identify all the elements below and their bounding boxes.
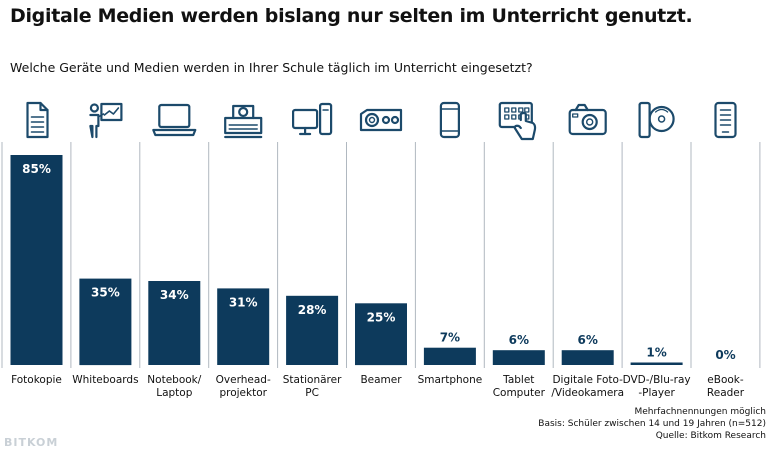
bar-value-label: 6% [578, 333, 598, 347]
category-label: Fotokopie [11, 374, 62, 386]
bar [217, 288, 270, 365]
chart-notes: Mehrfachnennungen möglich Basis: Schüler… [538, 406, 766, 442]
smartphone-icon [439, 101, 460, 139]
category-label: Overhead-projektor [216, 374, 271, 399]
desktop-pc-icon [292, 102, 333, 136]
bar-value-label: 85% [22, 162, 51, 176]
category-label: Notebook/Laptop [147, 374, 201, 399]
bar-value-label: 6% [509, 333, 529, 347]
bar [423, 347, 476, 365]
laptop-icon [152, 103, 197, 137]
bar [148, 281, 201, 365]
whiteboard-icon [89, 102, 123, 139]
overhead-projector-icon [224, 104, 263, 139]
beamer-icon [359, 108, 403, 132]
category-label: Digitale Foto-/Videokamera [551, 374, 624, 399]
ebook-reader-icon [714, 101, 737, 139]
bar [79, 278, 132, 366]
bar [492, 350, 545, 365]
category-label: Stationärer PC [283, 374, 342, 399]
note-basis: Basis: Schüler zwischen 14 und 19 Jahren… [538, 419, 766, 429]
category-label: DVD-/Blu-ray -Player [623, 374, 691, 399]
camera-icon [568, 103, 607, 136]
category-label: Tablet Computer [493, 374, 546, 399]
bar [630, 362, 683, 365]
bar-value-label: 1% [646, 346, 666, 360]
category-label: Beamer [360, 374, 402, 386]
bar [561, 350, 614, 365]
document-icon [26, 101, 49, 139]
bar-value-label: 7% [440, 331, 460, 345]
bar-value-label: 35% [91, 286, 120, 300]
note-source: Quelle: Bitkom Research [655, 431, 766, 441]
bar-value-label: 0% [715, 348, 735, 362]
chart-title: Digitale Medien werden bislang nur selte… [10, 5, 693, 27]
bar [355, 303, 407, 366]
bar-value-label: 28% [298, 303, 327, 317]
category-label: Smartphone [418, 374, 483, 386]
note-multiple-answers: Mehrfachnennungen möglich [634, 407, 766, 417]
tablet-icon [498, 101, 537, 141]
category-label: Whiteboards [72, 374, 138, 386]
category-label: eBook-Reader [707, 374, 745, 399]
bitkom-logo: BITKOM [4, 436, 59, 449]
bar [10, 155, 63, 365]
bar-value-label: 25% [367, 310, 396, 324]
dvd-player-icon [638, 101, 675, 139]
bar-value-label: 31% [229, 295, 258, 309]
bar [286, 295, 339, 365]
bar-value-label: 34% [160, 288, 189, 302]
chart-subtitle: Welche Geräte und Medien werden in Ihrer… [10, 60, 533, 75]
